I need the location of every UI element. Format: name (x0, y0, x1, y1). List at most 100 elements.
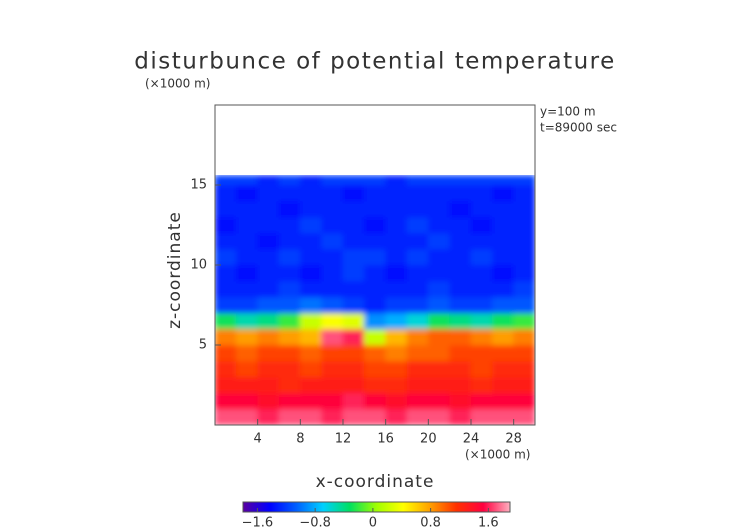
heat-cell (321, 392, 344, 410)
heat-cell (342, 360, 365, 378)
heat-cell (257, 184, 280, 202)
x-tick-label: 28 (505, 432, 522, 447)
heat-cell (470, 392, 493, 410)
heat-cell (364, 312, 386, 330)
heat-cell (364, 216, 386, 234)
heat-cell (470, 312, 493, 330)
heat-cell (428, 232, 450, 250)
heat-cell (236, 360, 258, 378)
heat-cell (492, 280, 514, 298)
y-tick-label: 15 (190, 178, 207, 193)
heat-cell (492, 360, 514, 378)
heat-cell (385, 296, 408, 314)
heat-cell (236, 392, 258, 410)
heat-cell (513, 344, 535, 362)
heat-cell (513, 216, 535, 234)
heat-cell (513, 184, 535, 202)
colorbar (242, 501, 511, 513)
colorbar-tick-label: −0.8 (299, 516, 331, 531)
heat-cell (428, 344, 450, 362)
heat-cell (449, 296, 472, 314)
heat-cell (257, 328, 280, 346)
heat-cell (385, 232, 408, 250)
heat-cell (513, 248, 535, 266)
heat-cell (428, 216, 450, 234)
heat-cell (449, 216, 472, 234)
heat-cell (236, 200, 258, 218)
heat-cell (492, 312, 514, 330)
heat-cell (300, 200, 322, 218)
heat-cell (428, 200, 450, 218)
heat-cell (385, 376, 408, 394)
heat-cell (364, 360, 386, 378)
heat-cell (428, 248, 450, 266)
heat-cell (449, 232, 472, 250)
heat-cell (321, 328, 344, 346)
heat-cell (342, 216, 365, 234)
x-tick-label: 4 (254, 432, 262, 447)
heat-cell (406, 360, 429, 378)
heat-cell (342, 200, 365, 218)
heat-cell (364, 376, 386, 394)
heat-cell (300, 376, 322, 394)
heat-cell (215, 280, 237, 298)
heat-cell (470, 296, 493, 314)
heat-cell (321, 175, 344, 186)
heat-cell (428, 175, 450, 186)
heat-cell (406, 376, 429, 394)
heat-cell (257, 248, 280, 266)
heat-cell (428, 296, 450, 314)
heat-cell (364, 184, 386, 202)
y-unit: (×1000 m) (145, 77, 210, 91)
heat-cell (406, 264, 429, 282)
heat-cell (236, 344, 258, 362)
heat-cell (278, 248, 301, 266)
colorbar-tick-label: 0.8 (420, 516, 441, 531)
heat-cell (470, 408, 493, 425)
heat-cell (470, 280, 493, 298)
heat-cell (470, 184, 493, 202)
heat-cell (406, 296, 429, 314)
heat-cell (342, 264, 365, 282)
heat-cell (449, 360, 472, 378)
heat-cell (236, 280, 258, 298)
heat-cell (428, 184, 450, 202)
heat-cell (385, 248, 408, 266)
heat-cell (215, 344, 237, 362)
heat-cell (257, 175, 280, 186)
heat-cell (236, 328, 258, 346)
x-label: x-coordinate (316, 472, 435, 492)
heat-cell (492, 344, 514, 362)
heat-cell (278, 360, 301, 378)
heat-cell (364, 392, 386, 410)
heat-cell (342, 175, 365, 186)
heat-cell (449, 184, 472, 202)
heat-cell (300, 312, 322, 330)
heat-cell (278, 328, 301, 346)
heat-cell (428, 280, 450, 298)
heat-cell (278, 216, 301, 234)
heatmap (215, 175, 535, 425)
heat-cell (406, 200, 429, 218)
heat-cell (364, 344, 386, 362)
heat-cell (321, 360, 344, 378)
heat-cell (300, 328, 322, 346)
heat-cell (278, 184, 301, 202)
heat-cell (492, 232, 514, 250)
heat-cell (300, 408, 322, 425)
heat-cell (406, 280, 429, 298)
heat-cell (406, 248, 429, 266)
heat-cell (257, 280, 280, 298)
heat-cell (215, 376, 237, 394)
heat-cell (278, 264, 301, 282)
heat-cell (513, 312, 535, 330)
heat-cell (300, 360, 322, 378)
heat-cell (513, 376, 535, 394)
heat-cell (364, 264, 386, 282)
heat-cell (236, 175, 258, 186)
heat-cell (300, 175, 322, 186)
heat-cell (492, 216, 514, 234)
heat-cell (321, 376, 344, 394)
